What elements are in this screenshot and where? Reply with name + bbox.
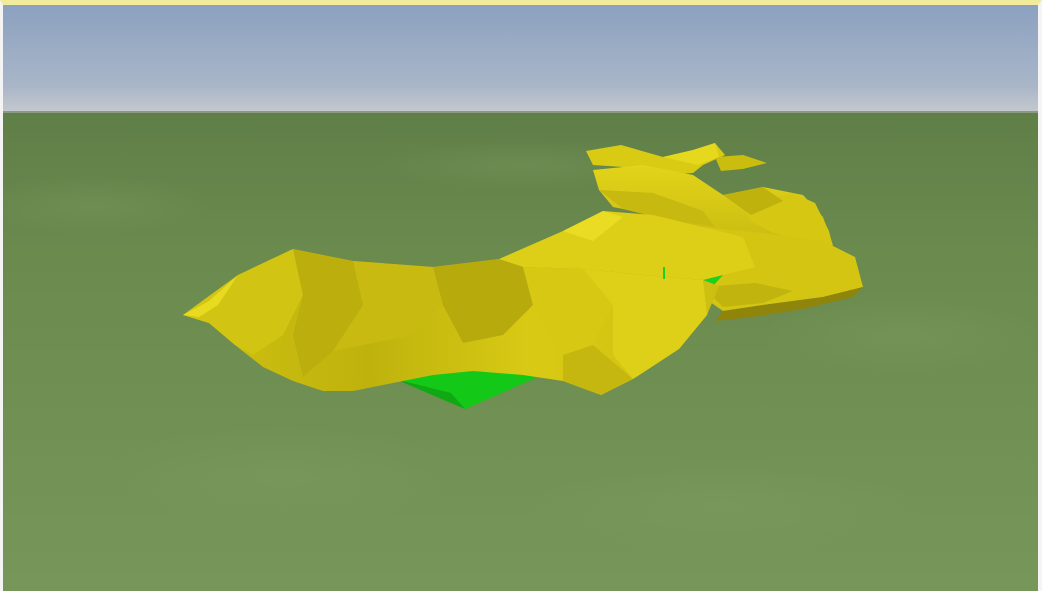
yellow-cloth-mesh[interactable] — [183, 143, 863, 395]
scene-canvas[interactable] — [3, 5, 1038, 591]
sky — [3, 5, 1038, 113]
grass-texture — [3, 140, 1038, 550]
